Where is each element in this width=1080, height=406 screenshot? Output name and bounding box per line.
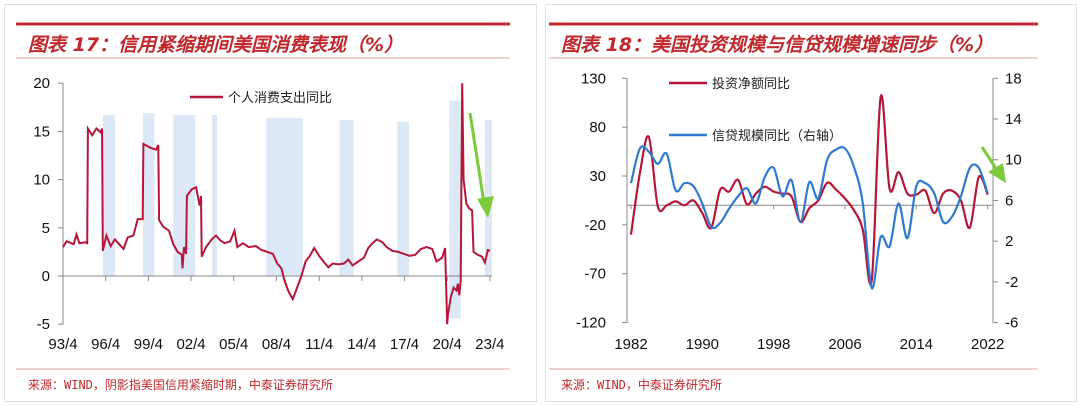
trend-arrow-shaft — [468, 112, 486, 204]
x-tick-label: 14/4 — [347, 336, 376, 353]
series-line-consumption — [62, 83, 491, 325]
x-tick-label: 23/4 — [475, 336, 504, 353]
shaded-period — [102, 115, 115, 277]
chart-title-18: 图表 18：美国投资规模与信贷规模增速同步（%） — [561, 34, 994, 56]
left-y-tick-label: -70 — [584, 266, 606, 283]
y-tick-label: 15 — [33, 123, 50, 140]
shaded-period — [173, 115, 196, 277]
x-tick-label: 05/4 — [219, 336, 248, 353]
legend-label-investment: 投资净额同比 — [712, 76, 790, 92]
legend-label-credit: 信贷规模同比（右轴） — [712, 129, 842, 144]
x-tick-label: 02/4 — [176, 336, 205, 353]
x-tick-label: 2006 — [828, 336, 861, 353]
y-tick-label: -5 — [37, 316, 50, 333]
shaded-period — [211, 115, 217, 277]
left-y-tick-label: -120 — [576, 315, 606, 332]
chart-source-17: 来源：WIND，阴影指美国信用紧缩时期，中泰证券研究所 — [28, 378, 333, 392]
x-tick-label: 2022 — [971, 336, 1004, 353]
y-tick-label: 5 — [42, 220, 50, 237]
left-y-tick-label: 80 — [589, 119, 606, 136]
series-line-credit — [629, 145, 989, 290]
x-tick-label: 93/4 — [48, 336, 77, 353]
x-tick-label: 17/4 — [390, 336, 419, 353]
x-tick-label: 1998 — [757, 336, 790, 353]
y-tick-label: 0 — [42, 268, 50, 285]
series-line-investment — [629, 94, 989, 286]
chart-panel-18 — [545, 4, 1077, 402]
right-y-tick-label: 10 — [1005, 152, 1022, 169]
shaded-period — [142, 113, 155, 276]
shaded-period — [339, 119, 354, 276]
right-y-tick-label: 18 — [1005, 70, 1022, 87]
trend-arrow-shaft — [980, 146, 999, 171]
right-y-tick-label: -2 — [1005, 274, 1018, 291]
x-tick-label: 1990 — [686, 336, 719, 353]
left-y-tick-label: 130 — [581, 70, 606, 87]
right-y-tick-label: 6 — [1005, 192, 1013, 209]
x-tick-label: 96/4 — [91, 336, 120, 353]
x-tick-label: 20/4 — [433, 336, 462, 353]
x-tick-label: 08/4 — [262, 336, 291, 353]
right-y-tick-label: 2 — [1005, 233, 1013, 250]
x-tick-label: 2014 — [900, 336, 933, 353]
trend-arrow-head-icon — [477, 196, 494, 218]
y-tick-label: 20 — [33, 75, 50, 92]
x-tick-label: 1982 — [614, 336, 647, 353]
chart-source-18: 来源：WIND，中泰证券研究所 — [561, 378, 722, 392]
right-y-tick-label: 14 — [1005, 111, 1022, 128]
shaded-period — [449, 100, 461, 319]
x-tick-label: 11/4 — [305, 336, 333, 353]
shaded-period — [266, 117, 303, 277]
left-y-tick-label: -20 — [584, 217, 606, 234]
chart-title-17: 图表 17：信用紧缩期间美国消费表现（%） — [28, 34, 404, 56]
y-tick-label: 10 — [33, 172, 50, 189]
x-tick-label: 99/4 — [134, 336, 163, 353]
right-y-tick-label: -6 — [1005, 315, 1018, 332]
left-y-tick-label: 30 — [589, 168, 606, 185]
trend-arrow-head-icon — [988, 163, 1006, 183]
shaded-period — [397, 121, 409, 276]
legend-label-consumption: 个人消费支出同比 — [228, 91, 332, 106]
